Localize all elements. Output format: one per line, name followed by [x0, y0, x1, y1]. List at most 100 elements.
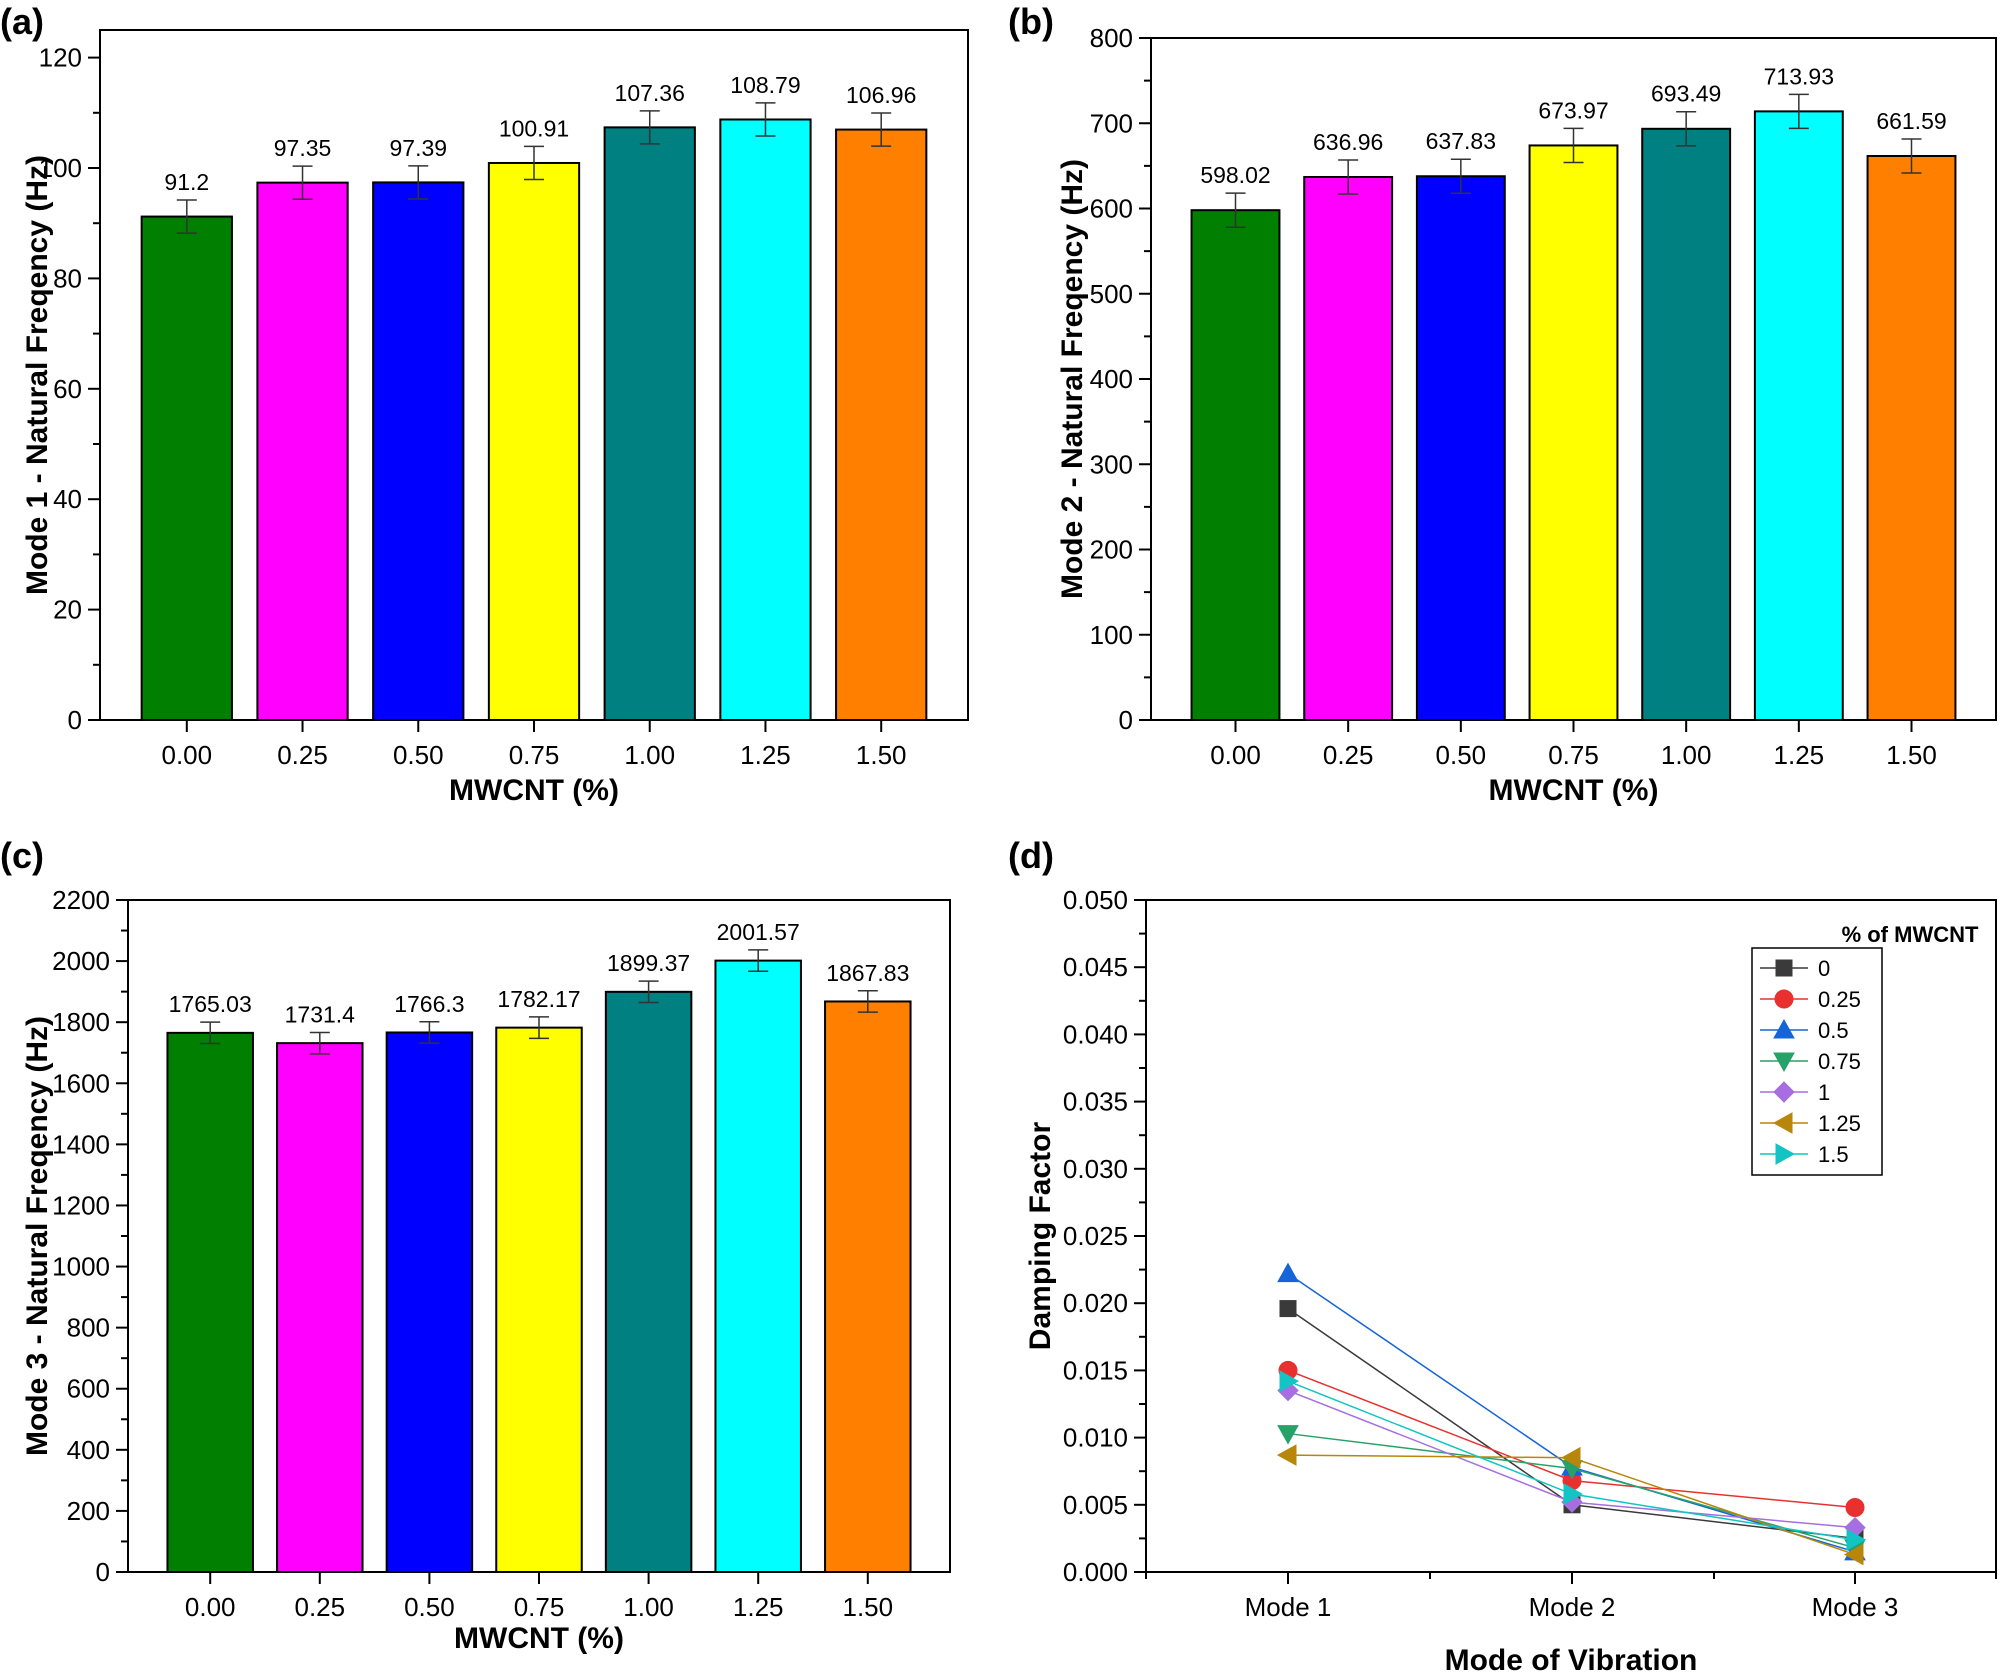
- chart-c-ytick-label: 200: [67, 1496, 110, 1526]
- chart-a-xtick-label: 0.75: [509, 740, 560, 770]
- chart-c-ytick-label: 1000: [52, 1252, 110, 1282]
- chart-a-bar: [603, 126, 696, 721]
- chart-panel-a: 0 20 40 60 80 100 120 91.2 0.00 97.35 0.25 97.39 0.5…: [21, 29, 969, 807]
- chart-c-xtick-label: 1.50: [842, 1592, 893, 1622]
- chart-a-xtick-label: 0.00: [161, 740, 212, 770]
- chart-b-ytick-label: 0: [1119, 705, 1133, 735]
- chart-c-ytick-label: 400: [67, 1435, 110, 1465]
- chart-d-legend-marker: [1775, 959, 1793, 977]
- chart-c-xtick-label: 0.25: [294, 1592, 345, 1622]
- chart-d-ytick-label: 0.030: [1063, 1154, 1128, 1184]
- chart-c-data-label: 1782.17: [497, 986, 580, 1012]
- chart-c-xtick-label: 0.75: [514, 1592, 565, 1622]
- chart-d-legend-label: 0.5: [1818, 1018, 1849, 1043]
- chart-c-xtick-label: 0.50: [404, 1592, 455, 1622]
- chart-d-legend-label: 1: [1818, 1080, 1830, 1105]
- chart-d-legend-label: 1.25: [1818, 1111, 1861, 1136]
- chart-c-xtick-label: 1.25: [733, 1592, 784, 1622]
- chart-b-data-label: 673.97: [1538, 97, 1608, 123]
- chart-d-point: [1279, 1300, 1297, 1318]
- chart-d-legend-label: 1.5: [1818, 1142, 1849, 1167]
- chart-d-ytick-label: 0.035: [1063, 1087, 1128, 1117]
- chart-d-ytick-label: 0.015: [1063, 1355, 1128, 1385]
- chart-c-data-label: 1766.3: [394, 991, 464, 1017]
- chart-d-point: [1560, 1446, 1581, 1469]
- panel-label-b: (b): [1008, 1, 1054, 42]
- chart-d-point: [1277, 1425, 1299, 1445]
- chart-b-y-axis-title: Mode 2 - Natural Freqency (Hz): [1056, 159, 1089, 599]
- chart-c-bar: [166, 1031, 254, 1573]
- chart-d-point: [1279, 1370, 1300, 1393]
- chart-b-data-label: 661.59: [1876, 108, 1946, 134]
- chart-a-x-axis-title: MWCNT (%): [449, 774, 619, 807]
- chart-c-ytick-label: 0: [96, 1557, 110, 1587]
- chart-a-data-label: 107.36: [615, 80, 685, 106]
- chart-d-xtick-label: Mode 2: [1529, 1592, 1616, 1622]
- chart-d-x-axis-title: Mode of Vibration: [1445, 1644, 1698, 1674]
- chart-d-legend-title: % of MWCNT: [1842, 922, 1979, 947]
- chart-b-xtick-label: 0.75: [1548, 740, 1599, 770]
- chart-c-data-label: 1899.37: [607, 950, 690, 976]
- chart-c-ytick-label: 2000: [52, 946, 110, 976]
- chart-a-ytick-label: 40: [53, 484, 82, 514]
- chart-a-frame: [99, 29, 969, 721]
- chart-d-ytick-label: 0.045: [1063, 952, 1128, 982]
- chart-c-bar: [824, 1000, 912, 1573]
- chart-b-bar: [1866, 154, 1957, 722]
- chart-d-ytick-label: 0.005: [1063, 1490, 1128, 1520]
- chart-d-legend-label: 0: [1818, 956, 1830, 981]
- chart-d-legend-marker: [1774, 989, 1794, 1009]
- chart-c-ytick-label: 600: [67, 1374, 110, 1404]
- chart-a-data-label: 108.79: [730, 72, 800, 98]
- chart-c-ytick-label: 2200: [52, 885, 110, 915]
- chart-b-ytick-label: 300: [1090, 449, 1133, 479]
- chart-d-ytick-label: 0.040: [1063, 1019, 1128, 1049]
- chart-a-ytick-label: 0: [68, 705, 82, 735]
- chart-d-point: [1277, 1262, 1299, 1283]
- chart-d-frame: [1145, 899, 1997, 1573]
- chart-c-xtick-label: 0.00: [185, 1592, 236, 1622]
- chart-a-bar: [256, 181, 349, 722]
- chart-d-point: [1843, 1543, 1864, 1566]
- chart-d-ytick-label: 0.010: [1063, 1423, 1128, 1453]
- chart-d-legend-marker: [1773, 1052, 1795, 1073]
- chart-a-xtick-label: 1.00: [624, 740, 675, 770]
- chart-d-ytick-label: 0.020: [1063, 1288, 1128, 1318]
- chart-b-ytick-label: 600: [1090, 194, 1133, 224]
- chart-d-legend-marker: [1775, 1143, 1796, 1165]
- chart-a-data-label: 97.39: [389, 135, 447, 161]
- chart-a-bar: [140, 215, 233, 722]
- chart-a-bar: [487, 161, 581, 721]
- chart-d-xtick-label: Mode 3: [1812, 1592, 1899, 1622]
- chart-c-ytick-label: 1800: [52, 1007, 110, 1037]
- chart-c-bar: [385, 1031, 474, 1573]
- chart-d-ytick-label: 0.000: [1063, 1557, 1128, 1587]
- chart-b-xtick-label: 1.25: [1774, 740, 1825, 770]
- chart-a-y-axis-title: Mode 1 - Natural Freqency (Hz): [21, 155, 54, 595]
- chart-d-legend-label: 0.25: [1818, 987, 1861, 1012]
- chart-b-ytick-label: 200: [1090, 535, 1133, 565]
- chart-b-xtick-label: 0.50: [1436, 740, 1487, 770]
- chart-b-ytick-label: 400: [1090, 364, 1133, 394]
- chart-b-bar: [1753, 110, 1844, 721]
- chart-b-xtick-label: 1.50: [1886, 740, 1937, 770]
- chart-b-bar: [1641, 127, 1732, 721]
- chart-a-data-label: 106.96: [846, 82, 916, 108]
- chart-a-ytick-label: 60: [53, 374, 82, 404]
- chart-b-ytick-label: 800: [1090, 23, 1133, 53]
- panel-label-c: (c): [0, 835, 44, 876]
- chart-panel-d: 0.000 0.005 0.010 0.015 0.020 0.025 0.030 0.035…: [1024, 885, 1997, 1674]
- chart-c-bar: [276, 1042, 364, 1573]
- chart-d-legend-marker: [1773, 1081, 1795, 1103]
- chart-b-x-axis-title: MWCNT (%): [1489, 774, 1659, 807]
- chart-b-bar: [1303, 175, 1394, 722]
- chart-c-y-axis-title: Mode 3 - Natural Freqency (Hz): [21, 1016, 54, 1456]
- chart-d-point: [1846, 1528, 1867, 1551]
- chart-a-xtick-label: 0.50: [393, 740, 444, 770]
- chart-a-bar: [719, 118, 812, 722]
- chart-b-bar: [1528, 144, 1619, 722]
- chart-c-ytick-label: 800: [67, 1313, 110, 1343]
- chart-c-bar: [604, 990, 693, 1573]
- chart-a-ytick-label: 20: [53, 595, 82, 625]
